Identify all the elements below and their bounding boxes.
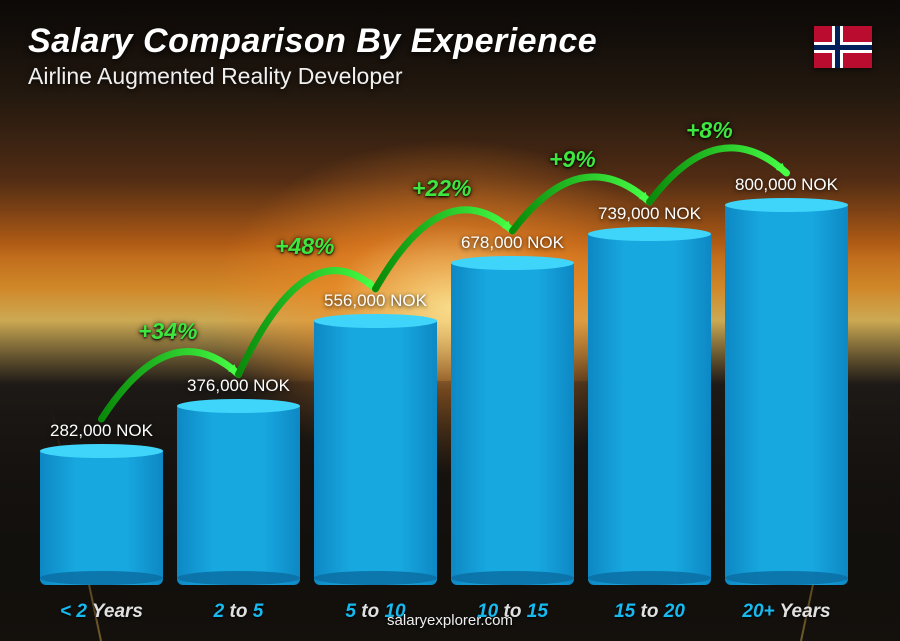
- bar-value-label: 739,000 NOK: [598, 204, 701, 224]
- bar-bottom: [177, 571, 300, 585]
- bar-bottom: [725, 571, 848, 585]
- bar-column: 800,000 NOK20+ Years: [725, 175, 848, 585]
- bar: [725, 205, 848, 585]
- pct-change-label: +8%: [686, 117, 733, 144]
- bar-value-label: 282,000 NOK: [50, 421, 153, 441]
- chart-subtitle: Airline Augmented Reality Developer: [28, 63, 597, 90]
- bar: [40, 451, 163, 585]
- bar-front: [314, 321, 437, 585]
- title-block: Salary Comparison By Experience Airline …: [28, 22, 597, 90]
- footer-attribution: salaryexplorer.com: [0, 612, 900, 629]
- bar-front: [725, 205, 848, 585]
- bar-top: [40, 444, 163, 458]
- bar-bottom: [588, 571, 711, 585]
- bar-top: [588, 227, 711, 241]
- bar-value-label: 800,000 NOK: [735, 175, 838, 195]
- pct-change-label: +9%: [549, 146, 596, 173]
- bar-top: [314, 314, 437, 328]
- bar-value-label: 556,000 NOK: [324, 291, 427, 311]
- bar-column: 739,000 NOK15 to 20: [588, 204, 711, 585]
- bar-column: 376,000 NOK2 to 5: [177, 376, 300, 585]
- bar-top: [451, 256, 574, 270]
- bar-bottom: [314, 571, 437, 585]
- bar-column: 678,000 NOK10 to 15: [451, 233, 574, 585]
- pct-change-label: +34%: [138, 318, 197, 345]
- bar-column: 282,000 NOK< 2 Years: [40, 421, 163, 585]
- bar: [588, 234, 711, 585]
- bar-front: [588, 234, 711, 585]
- bar-bottom: [451, 571, 574, 585]
- pct-change-label: +22%: [412, 175, 471, 202]
- bar-chart: 282,000 NOK< 2 Years376,000 NOK2 to 5556…: [40, 115, 848, 585]
- bar: [314, 321, 437, 585]
- bar-value-label: 376,000 NOK: [187, 376, 290, 396]
- bar-value-label: 678,000 NOK: [461, 233, 564, 253]
- norway-flag-icon: [814, 26, 872, 68]
- bar: [177, 406, 300, 585]
- bar-top: [725, 198, 848, 212]
- pct-change-label: +48%: [275, 233, 334, 260]
- bar: [451, 263, 574, 585]
- bar-front: [177, 406, 300, 585]
- bar-bottom: [40, 571, 163, 585]
- bar-front: [40, 451, 163, 585]
- bar-column: 556,000 NOK5 to 10: [314, 291, 437, 585]
- chart-title: Salary Comparison By Experience: [28, 22, 597, 61]
- bar-front: [451, 263, 574, 585]
